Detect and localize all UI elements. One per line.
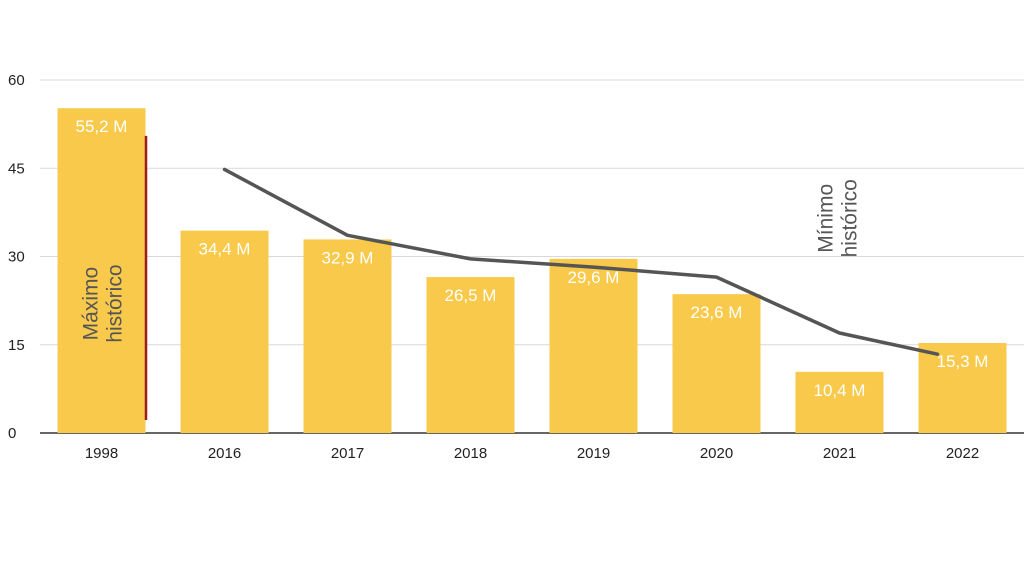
- data-label: 26,5 M: [445, 286, 497, 305]
- y-tick-label: 60: [8, 72, 25, 89]
- y-tick-label: 0: [8, 425, 16, 442]
- x-tick-label: 1998: [85, 445, 118, 462]
- annotation-line: histórico: [104, 264, 127, 342]
- data-labels: 55,2 M 34,4 M 32,9 M 26,5 M 29,6 M 23,6 M 10,4…: [76, 117, 989, 400]
- annotation-line: Máximo: [80, 267, 103, 341]
- x-tick-label: 2018: [454, 445, 487, 462]
- bar: [426, 277, 515, 433]
- x-tick-label: 2016: [208, 445, 241, 462]
- x-tick-label: 2017: [331, 445, 364, 462]
- annotation-line: histórico: [839, 179, 862, 257]
- bars: [57, 108, 1007, 434]
- bar: [180, 230, 269, 433]
- x-tick-label: 2021: [823, 445, 856, 462]
- bar: [549, 258, 638, 433]
- x-tick-label: 2022: [946, 445, 979, 462]
- annotation: Máximohistórico: [80, 264, 127, 342]
- x-tick-label: 2019: [577, 445, 610, 462]
- annotation: Mínimohistórico: [815, 179, 862, 257]
- y-tick-label: 30: [8, 249, 25, 266]
- bar: [795, 371, 884, 433]
- y-tick-label: 45: [8, 160, 25, 177]
- data-label: 32,9 M: [322, 248, 374, 267]
- data-label: 10,4 M: [814, 381, 866, 400]
- data-label: 34,4 M: [199, 240, 251, 259]
- y-axis-ticks: 0 15 30 45 60: [8, 72, 25, 442]
- bar: [57, 108, 146, 434]
- trend-line-group: [222, 167, 940, 356]
- data-label: 15,3 M: [937, 352, 989, 371]
- bar: [303, 239, 392, 433]
- annotation-line: Mínimo: [815, 184, 838, 253]
- x-axis-ticks: 1998 2016 2017 2018 2019 2020 2021 2022: [85, 445, 979, 462]
- x-tick-label: 2020: [700, 445, 733, 462]
- data-label: 23,6 M: [691, 303, 743, 322]
- trend-line: [222, 167, 940, 356]
- data-label: 29,6 M: [568, 268, 620, 287]
- y-tick-label: 15: [8, 337, 25, 354]
- bar: [918, 342, 1007, 433]
- bar: [672, 294, 761, 433]
- data-label: 55,2 M: [76, 117, 128, 136]
